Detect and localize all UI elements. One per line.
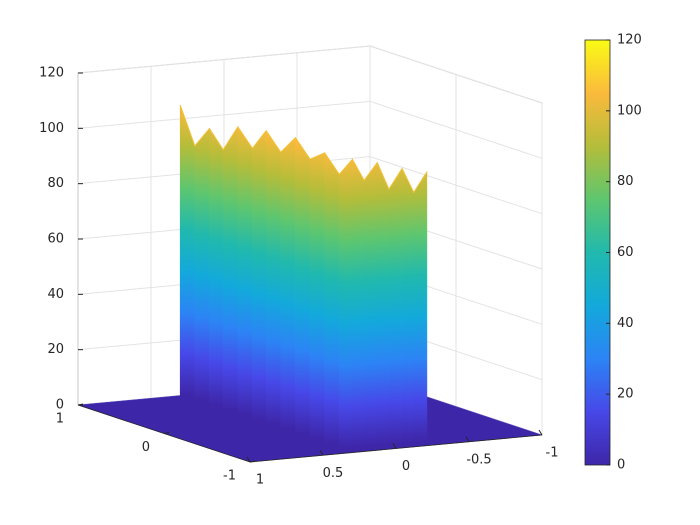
x-tick-label: 0 <box>402 459 410 474</box>
z-tick-label: 60 <box>47 232 64 247</box>
y-tick-label: 1 <box>56 412 64 427</box>
grid-line <box>77 100 543 159</box>
z-tick-label: 120 <box>39 66 64 81</box>
x-tick <box>465 436 470 443</box>
colorbar-tick-label: 60 <box>617 245 634 260</box>
colorbar-tick-label: 100 <box>617 103 642 118</box>
surface-strip <box>194 127 210 406</box>
surface-strip <box>363 161 378 447</box>
grid-line <box>77 45 543 104</box>
colorbar-tick-label: 40 <box>617 316 634 331</box>
surface-strip <box>222 125 239 416</box>
surface-strip <box>295 136 311 440</box>
surface-strip <box>265 129 282 430</box>
z-tick-label: 100 <box>39 121 64 136</box>
x-tick-label: -0.5 <box>466 452 491 467</box>
surface-strip <box>338 158 353 449</box>
x-tick-label: -1 <box>546 446 559 461</box>
x-tick <box>538 429 543 436</box>
surface-edge <box>179 104 428 194</box>
surface-strip <box>413 170 428 442</box>
surface-strip <box>179 104 196 401</box>
surface-strip <box>352 158 365 448</box>
y-tick <box>77 403 84 406</box>
surface-strip <box>388 167 403 445</box>
z-tick-label: 20 <box>47 342 64 357</box>
x-tick-label: 0.5 <box>323 466 344 481</box>
y-tick <box>249 460 256 463</box>
colorbar-tick-label: 120 <box>617 33 642 48</box>
surface-strip <box>209 127 224 411</box>
colorbar-tick-label: 0 <box>617 458 625 473</box>
surface-strip <box>309 152 325 444</box>
z-tick-label: 40 <box>47 287 64 302</box>
x-tick <box>392 443 397 449</box>
z-tick-label: 80 <box>47 176 64 191</box>
colorbar-tick-label: 20 <box>617 387 634 402</box>
y-tick-label: -1 <box>223 469 236 484</box>
colorbar <box>584 39 611 466</box>
surface-strip <box>401 168 415 443</box>
surface-strip <box>376 162 390 446</box>
y-tick <box>163 432 170 434</box>
surface-strip <box>324 151 340 449</box>
y-tick-label: 0 <box>142 440 150 455</box>
x-tick <box>246 456 251 463</box>
surface-strip <box>280 136 296 435</box>
z-tick-label: 0 <box>56 398 64 413</box>
x-tick <box>319 449 324 456</box>
x-tick-label: 1 <box>256 473 264 488</box>
colorbar-tick-label: 80 <box>617 174 634 189</box>
surface-strip <box>252 129 267 425</box>
surface-strip <box>237 125 253 420</box>
